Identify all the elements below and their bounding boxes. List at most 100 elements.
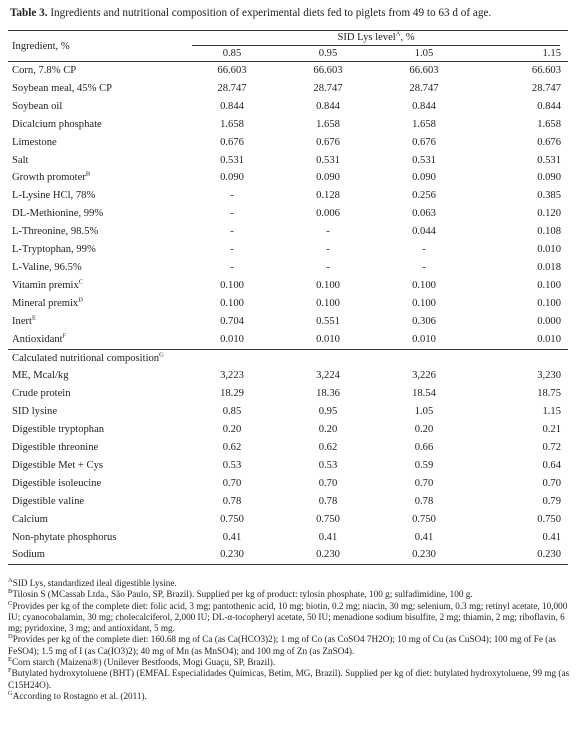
value-cell: 0.20 [414, 424, 434, 436]
footnote-text: Butylated hydroxytoluene (BHT) (EMFAL Es… [8, 668, 570, 690]
row-label-text: Soybean oil [12, 100, 63, 112]
value-cell: 0.844 [316, 100, 340, 112]
row-label: Digestible valine [8, 493, 184, 511]
footnote-mark: G [159, 350, 164, 358]
value-cell: 0.100 [537, 279, 562, 291]
value-cell: 0.230 [184, 546, 280, 566]
composition-row: Digestible Met + Cys 0.53 0.53 0.59 0.64 [8, 457, 568, 475]
table-label: Table 3. [10, 7, 48, 19]
value-cell: 0.20 [318, 424, 338, 436]
composition-section-row: Calculated nutritional compositionG [8, 348, 569, 368]
row-label-text: Corn, 7.8% CP [12, 65, 77, 76]
value-cell: 0.551 [316, 315, 340, 327]
row-label-text: Salt [12, 154, 29, 166]
row-label-text: Growth promoter [12, 172, 86, 184]
value-cell: 0.21 [542, 424, 562, 436]
value-cell: - [230, 208, 234, 220]
value-cell: 0.53 [318, 459, 338, 471]
footnote: ASID Lys, standardized ileal digestible … [8, 577, 570, 589]
value-cell: 0.063 [412, 208, 436, 220]
value-cell: 0.100 [316, 279, 340, 291]
footnote-mark: C [8, 599, 13, 607]
value-cell: 3,223 [220, 370, 244, 382]
level-header: 1.05 [376, 46, 472, 62]
row-label: L-Valine, 96.5% [8, 259, 184, 277]
value-cell: 18.54 [412, 388, 436, 400]
value-cell: 28.747 [409, 82, 439, 94]
value-cell: - [230, 226, 234, 238]
value-cell: 66.603 [409, 65, 439, 76]
value-cell: 0.018 [537, 261, 562, 273]
ingredient-row: Mineral premixD 0.100 0.100 0.100 0.100 [8, 295, 568, 313]
footnote-text: Tilosin S (MCassab Ltda., São Paulo, SP,… [12, 589, 473, 600]
row-label: ME, Mcal/kg [8, 367, 184, 385]
value-cell: 0.531 [537, 154, 562, 166]
value-cell: 0.100 [316, 297, 340, 309]
value-cell: 28.747 [531, 82, 562, 94]
footnote: DProvides per kg of the complete diet: 1… [8, 634, 570, 657]
footnote-mark: D [8, 633, 13, 641]
value-cell: 0.41 [222, 531, 242, 543]
ingredient-row: AntioxidantF 0.010 0.010 0.010 0.010 [8, 331, 568, 349]
row-label: Salt [8, 152, 184, 170]
value-cell: 0.100 [537, 297, 562, 309]
value-cell: 0.78 [414, 495, 434, 507]
header-row-2: 0.85 0.95 1.05 1.15 [8, 46, 569, 62]
footnote-mark: E [32, 314, 36, 322]
row-label: Soybean meal, 45% CP [8, 80, 184, 98]
footnote-text: According to Rostagno et al. (2011). [12, 690, 147, 701]
value-cell: 0.100 [220, 297, 244, 309]
row-label-text: Vitamin premix [12, 279, 79, 291]
value-cell: 0.676 [537, 136, 562, 148]
value-cell: 0.531 [412, 154, 436, 166]
value-cell: 0.090 [537, 172, 562, 184]
ingredient-row: L-Lysine HCl, 78% - 0.128 0.256 0.385 [8, 187, 568, 205]
value-cell: 0.79 [542, 495, 562, 507]
value-cell: 0.090 [412, 172, 436, 184]
row-label: Limestone [8, 134, 184, 152]
value-cell: 0.62 [222, 442, 242, 454]
value-cell: 0.750 [220, 513, 244, 525]
value-cell: 0.676 [220, 136, 244, 148]
ingredient-row: Vitamin premixC 0.100 0.100 0.100 0.100 [8, 277, 568, 295]
ingredient-row: DL-Methionine, 99% - 0.006 0.063 0.120 [8, 205, 568, 223]
row-label: Growth promoterB [8, 169, 184, 187]
value-cell: - [230, 261, 234, 273]
value-cell: 0.676 [316, 136, 340, 148]
row-label-text: L-Threonine, 98.5% [12, 226, 99, 238]
footnote-mark: C [78, 278, 84, 286]
value-cell: - [230, 244, 234, 256]
footnote-text: SID Lys, standardized ileal digestible l… [12, 578, 177, 588]
value-cell: 0.306 [412, 315, 436, 327]
row-label: L-Lysine HCl, 78% [8, 187, 184, 205]
value-cell: 0.66 [414, 442, 434, 454]
row-label: SID lysine [8, 403, 184, 421]
value-cell: 0.531 [220, 154, 244, 166]
value-cell: 0.108 [537, 226, 562, 238]
value-cell: 0.010 [316, 333, 340, 345]
footnote-mark: B [8, 588, 13, 596]
row-label-text: SID lysine [12, 406, 58, 418]
composition-row: Digestible threonine 0.62 0.62 0.66 0.72 [8, 439, 568, 457]
ingredient-row: L-Threonine, 98.5% - - 0.044 0.108 [8, 223, 568, 241]
value-cell: 28.747 [313, 82, 343, 94]
value-cell: 0.70 [414, 477, 434, 489]
row-label-text: Non-phytate phosphorus [12, 531, 117, 543]
row-label-text: DL-Methionine, 99% [12, 208, 104, 220]
value-cell: 1.658 [316, 118, 340, 130]
table-title: Ingredients and nutritional composition … [47, 7, 492, 19]
ingredient-row: Corn, 7.8% CP 66.603 66.603 66.603 66.603 [8, 62, 568, 80]
value-cell: 0.256 [412, 190, 436, 202]
row-label: Digestible isoleucine [8, 475, 184, 493]
row-label-text: Crude protein [12, 388, 71, 400]
sid-lys-level-text: SID Lys level [337, 32, 396, 43]
value-cell: 0.64 [542, 459, 562, 471]
value-cell: - [326, 226, 330, 238]
value-cell: 0.85 [222, 406, 242, 418]
row-label: Corn, 7.8% CP [8, 62, 184, 80]
value-cell: 0.010 [412, 333, 436, 345]
value-cell: 0.62 [318, 442, 338, 454]
row-label: L-Threonine, 98.5% [8, 223, 184, 241]
footnote-mark: G [8, 689, 13, 697]
value-cell: - [230, 190, 234, 202]
